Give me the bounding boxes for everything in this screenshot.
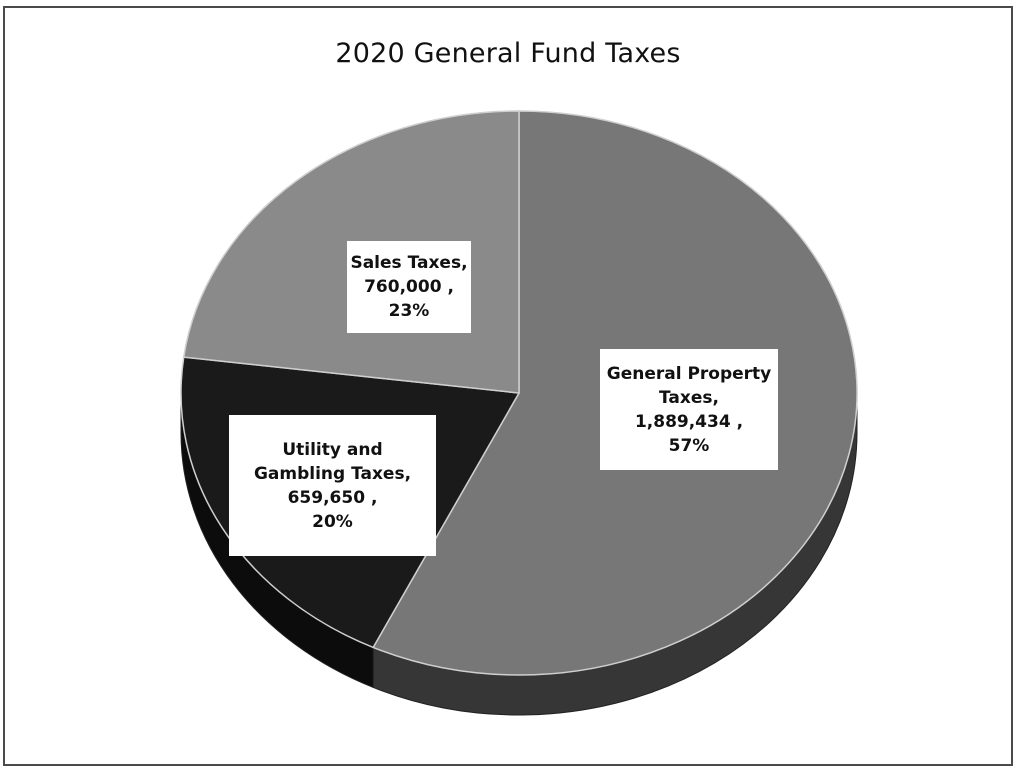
slice-label-line: General Property (606, 363, 772, 384)
chart-title: 2020 General Fund Taxes (335, 38, 681, 69)
slice-label-line: Utility and (282, 439, 383, 460)
slice-label-sales-taxes: Sales Taxes, 760,000 , 23% (347, 241, 471, 333)
slice-label-line: Taxes, (659, 387, 719, 408)
slice-label-general-property-taxes: General Property Taxes, 1,889,434 , 57% (600, 349, 778, 470)
slice-label-line: Sales Taxes, (350, 253, 468, 273)
slice-label-line: 760,000 , (364, 277, 454, 297)
slice-label-line: 659,650 , (287, 487, 378, 508)
slice-label-line: 1,889,434 , (634, 411, 744, 432)
slice-label-utility-gambling-taxes: Utility and Gambling Taxes, 659,650 , 20… (229, 415, 436, 556)
slice-label-line: Gambling Taxes, (253, 463, 412, 484)
slice-label-line: 23% (388, 301, 430, 321)
slice-label-line: 57% (668, 435, 710, 456)
slice-label-line: 20% (312, 511, 353, 532)
